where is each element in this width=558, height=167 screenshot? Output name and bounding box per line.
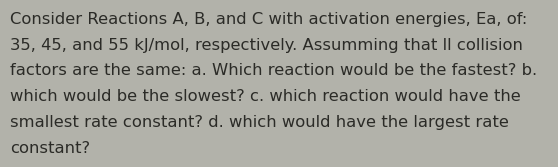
Text: constant?: constant?: [10, 141, 90, 156]
Text: Consider Reactions A, B, and C with activation energies, Ea, of:: Consider Reactions A, B, and C with acti…: [10, 12, 527, 27]
Text: smallest rate constant? d. which would have the largest rate: smallest rate constant? d. which would h…: [10, 115, 509, 130]
Text: which would be the slowest? c. which reaction would have the: which would be the slowest? c. which rea…: [10, 89, 521, 104]
Text: factors are the same: a. Which reaction would be the fastest? b.: factors are the same: a. Which reaction …: [10, 63, 537, 78]
Text: 35, 45, and 55 kJ/mol, respectively. Assumming that ll collision: 35, 45, and 55 kJ/mol, respectively. Ass…: [10, 38, 523, 53]
